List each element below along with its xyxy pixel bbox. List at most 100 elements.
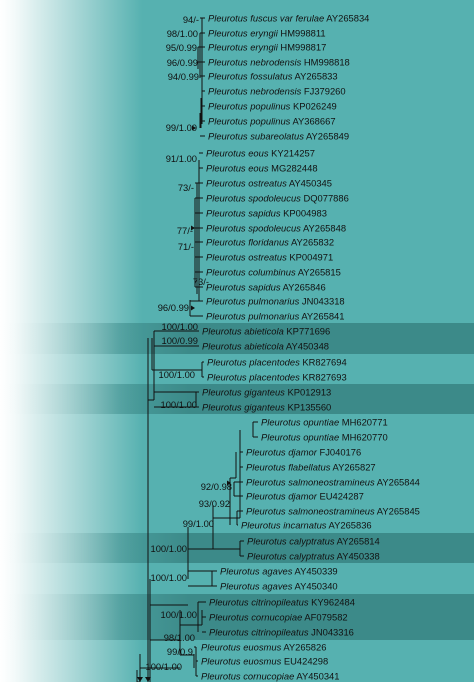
- support-value: 100/0.99: [162, 335, 199, 346]
- accession-number: AF079582: [302, 612, 347, 623]
- taxon-name: Pleurotus ostreatus: [206, 252, 287, 263]
- support-value: 99/1.00: [183, 518, 214, 529]
- support-value: 96/0.99: [158, 302, 189, 313]
- taxon-label: Pleurotus djamor FJ040176: [246, 447, 361, 458]
- taxon-label: Pleurotus fuscus var ferulae AY265834: [208, 13, 369, 24]
- taxon-name: Pleurotus ostreatus: [206, 178, 287, 189]
- accession-number: AY265848: [301, 223, 346, 234]
- taxon-name: Pleurotus spodoleucus: [206, 193, 301, 204]
- taxon-label: Pleurotus populinus KP026249: [208, 101, 337, 112]
- accession-number: KY214257: [269, 148, 315, 159]
- node-marker: [191, 305, 195, 311]
- taxon-label: Pleurotus eryngii HM998817: [208, 42, 326, 53]
- accession-number: AY265841: [299, 311, 344, 322]
- taxon-label: Pleurotus subareolatus AY265849: [208, 131, 349, 142]
- taxon-name: Pleurotus djamor: [246, 447, 318, 458]
- taxon-label: Pleurotus sapidus KP004983: [206, 208, 327, 219]
- taxon-label: Pleurotus sapidus AY265846: [206, 282, 326, 293]
- taxon-label: Pleurotus abieticola KP771696: [202, 326, 330, 337]
- support-value: 94/-: [183, 14, 199, 25]
- accession-number: AY265814: [335, 536, 380, 547]
- node-marker: [191, 225, 195, 231]
- taxon-name: Pleurotus incarnatus: [241, 520, 327, 531]
- accession-number: AY450338: [335, 551, 380, 562]
- taxon-label: Pleurotus eous KY214257: [206, 148, 315, 159]
- accession-number: KP012913: [285, 387, 331, 398]
- accession-number: AY265845: [375, 506, 420, 517]
- taxon-name: Pleurotus giganteus: [202, 402, 285, 413]
- support-value: 100/1.00: [146, 661, 183, 672]
- taxon-name: Pleurotus calyptratus: [247, 536, 335, 547]
- support-value: 100/1.00: [161, 399, 198, 410]
- taxon-name: Pleurotus euosmus: [201, 656, 282, 667]
- taxon-label: Pleurotus spodoleucus DQ077886: [206, 193, 349, 204]
- taxon-label: Pleurotus opuntiae MH620770: [261, 432, 388, 443]
- accession-number: KR827693: [300, 372, 347, 383]
- taxon-name: Pleurotus populinus: [208, 116, 291, 127]
- taxon-name: Pleurotus calyptratus: [247, 551, 335, 562]
- taxon-name: Pleurotus cornucopiae: [209, 612, 302, 623]
- accession-number: JN043318: [299, 296, 344, 307]
- support-value: 100/1.00: [161, 609, 198, 620]
- taxon-name: Pleurotus eryngii: [208, 28, 279, 39]
- taxon-label: Pleurotus agaves AY450340: [220, 581, 338, 592]
- accession-number: HM998811: [278, 28, 326, 39]
- taxon-label: Pleurotus pulmonarius JN043318: [206, 296, 345, 307]
- taxon-name: Pleurotus nebrodensis: [208, 86, 302, 97]
- support-value: 98/1.00: [164, 632, 195, 643]
- taxon-label: Pleurotus salmoneostramineus AY265845: [246, 506, 420, 517]
- taxon-label: Pleurotus calyptratus AY265814: [247, 536, 380, 547]
- accession-number: AY450341: [294, 671, 339, 682]
- taxon-label: Pleurotus spodoleucus AY265848: [206, 223, 346, 234]
- accession-number: MH620770: [339, 432, 387, 443]
- accession-number: HM998817: [278, 42, 326, 53]
- support-value: 99/0.9: [167, 646, 193, 657]
- clade-band: [0, 594, 474, 640]
- taxon-label: Pleurotus eryngii HM998811: [208, 28, 326, 39]
- taxon-name: Pleurotus pulmonarius: [206, 296, 300, 307]
- taxon-label: Pleurotus placentodes KR827693: [207, 372, 347, 383]
- taxon-name: Pleurotus flabellatus: [246, 462, 331, 473]
- taxon-name: Pleurotus salmoneostramineus: [246, 477, 375, 488]
- taxon-name: Pleurotus opuntiae: [261, 432, 339, 443]
- taxon-label: Pleurotus columbinus AY265815: [206, 267, 341, 278]
- taxon-label: Pleurotus incarnatus AY265836: [241, 520, 372, 531]
- support-value: 100/1.00: [162, 321, 199, 332]
- accession-number: AY265833: [292, 71, 337, 82]
- support-value: 73/-: [193, 276, 209, 287]
- taxon-label: Pleurotus cornucopiae AF079582: [209, 612, 348, 623]
- accession-number: AY368667: [290, 116, 335, 127]
- taxon-label: Pleurotus nebrodensis FJ379260: [208, 86, 346, 97]
- taxon-label: Pleurotus euosmus AY265826: [201, 642, 326, 653]
- accession-number: AY265846: [281, 282, 326, 293]
- taxon-name: Pleurotus salmoneostramineus: [246, 506, 375, 517]
- taxon-name: Pleurotus abieticola: [202, 341, 284, 352]
- taxon-name: Pleurotus spodoleucus: [206, 223, 301, 234]
- accession-number: AY450339: [292, 566, 337, 577]
- taxon-labels: Pleurotus fuscus var ferulae AY265834 Ple…: [201, 13, 420, 682]
- taxon-label: Pleurotus populinus AY368667: [208, 116, 336, 127]
- support-value: 100/1.00: [159, 369, 196, 380]
- accession-number: AY450340: [292, 581, 337, 592]
- taxon-label: Pleurotus nebrodensis HM998818: [208, 57, 350, 68]
- clade-band: [0, 533, 474, 563]
- support-value: 99/1.00: [166, 122, 197, 133]
- support-value: 73/-: [178, 182, 194, 193]
- accession-number: HM998818: [301, 57, 349, 68]
- support-values: 94/- 98/1.00 95/0.99 96/0.99 94/0.99 99/1.00 9…: [146, 14, 233, 672]
- taxon-label: Pleurotus agaves AY450339: [220, 566, 338, 577]
- accession-number: JN043316: [309, 627, 354, 638]
- accession-number: AY265836: [326, 520, 371, 531]
- taxon-label: Pleurotus flabellatus AY265827: [246, 462, 376, 473]
- taxon-name: Pleurotus floridanus: [206, 237, 289, 248]
- accession-number: AY265827: [330, 462, 375, 473]
- accession-number: AY450348: [284, 341, 329, 352]
- taxon-name: Pleurotus placentodes: [207, 357, 300, 368]
- taxon-label: Pleurotus fossulatus AY265833: [208, 71, 338, 82]
- taxon-label: Pleurotus calyptratus AY450338: [247, 551, 380, 562]
- accession-number: FJ379260: [301, 86, 345, 97]
- taxon-label: Pleurotus ostreatus AY450345: [206, 178, 332, 189]
- support-value: 93/0.92: [199, 498, 230, 509]
- taxon-label: Pleurotus placentodes KR827694: [207, 357, 347, 368]
- taxon-name: Pleurotus pulmonarius: [206, 311, 300, 322]
